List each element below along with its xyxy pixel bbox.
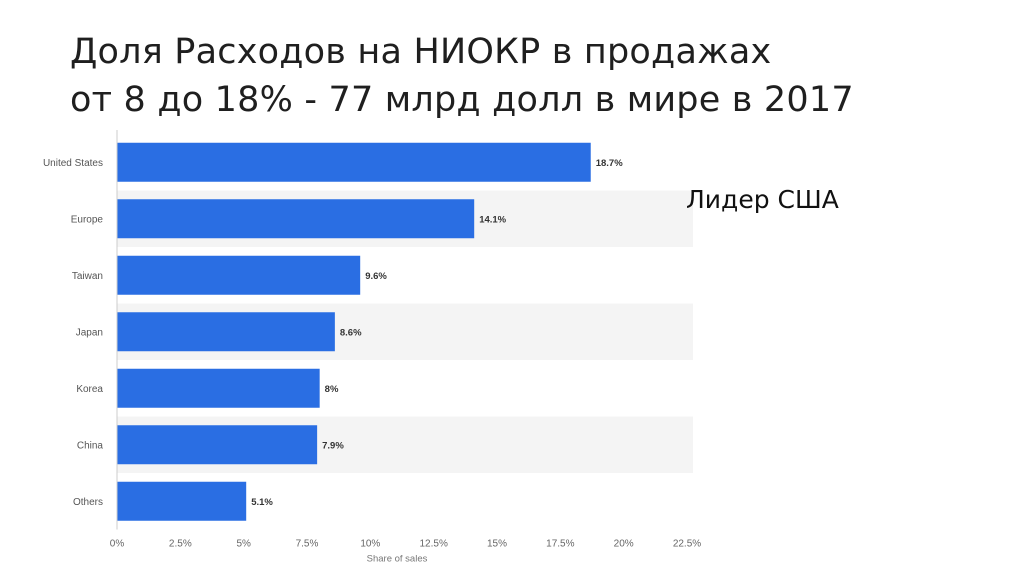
x-tick-label: 2.5%: [169, 539, 192, 550]
x-tick-label: 17.5%: [546, 539, 574, 550]
value-label: 7.9%: [322, 440, 344, 451]
bar-korea: [117, 368, 320, 408]
value-label: 14.1%: [479, 214, 506, 225]
category-label: China: [77, 440, 104, 451]
slide-title-line-1: Доля Расходов на НИОКР в продажах: [70, 32, 772, 72]
x-tick-label: 15%: [487, 539, 507, 550]
bar-china: [117, 425, 318, 465]
slide-title-line-2: от 8 до 18% - 77 млрд долл в мире в 2017: [70, 80, 854, 120]
category-label: Japan: [76, 327, 103, 338]
category-label: Taiwan: [72, 271, 103, 282]
bar-taiwan: [117, 255, 361, 295]
x-tick-label: 5%: [236, 539, 251, 550]
bar-europe: [117, 199, 475, 239]
value-label: 9.6%: [365, 271, 387, 282]
value-label: 5.1%: [251, 497, 273, 508]
x-tick-label: 10%: [360, 539, 380, 550]
value-label: 18.7%: [596, 158, 623, 169]
bar-united-states: [117, 142, 591, 182]
category-label: Korea: [76, 384, 103, 395]
x-tick-label: 7.5%: [296, 539, 319, 550]
category-label: Europe: [71, 214, 104, 225]
x-tick-label: 0%: [110, 539, 125, 550]
x-tick-label: 12.5%: [419, 539, 447, 550]
value-label: 8.6%: [340, 327, 362, 338]
category-label: Others: [73, 497, 103, 508]
bar-others: [117, 481, 247, 521]
x-axis-title: Share of sales: [367, 554, 428, 565]
x-tick-label: 20%: [614, 539, 634, 550]
category-label: United States: [43, 158, 103, 169]
bar-japan: [117, 312, 335, 352]
slide-title: Доля Расходов на НИОКР в продажах от 8 д…: [70, 28, 854, 124]
value-label: 8%: [325, 384, 339, 395]
leader-note: Лидер США: [686, 185, 839, 214]
x-tick-label: 22.5%: [673, 539, 701, 550]
